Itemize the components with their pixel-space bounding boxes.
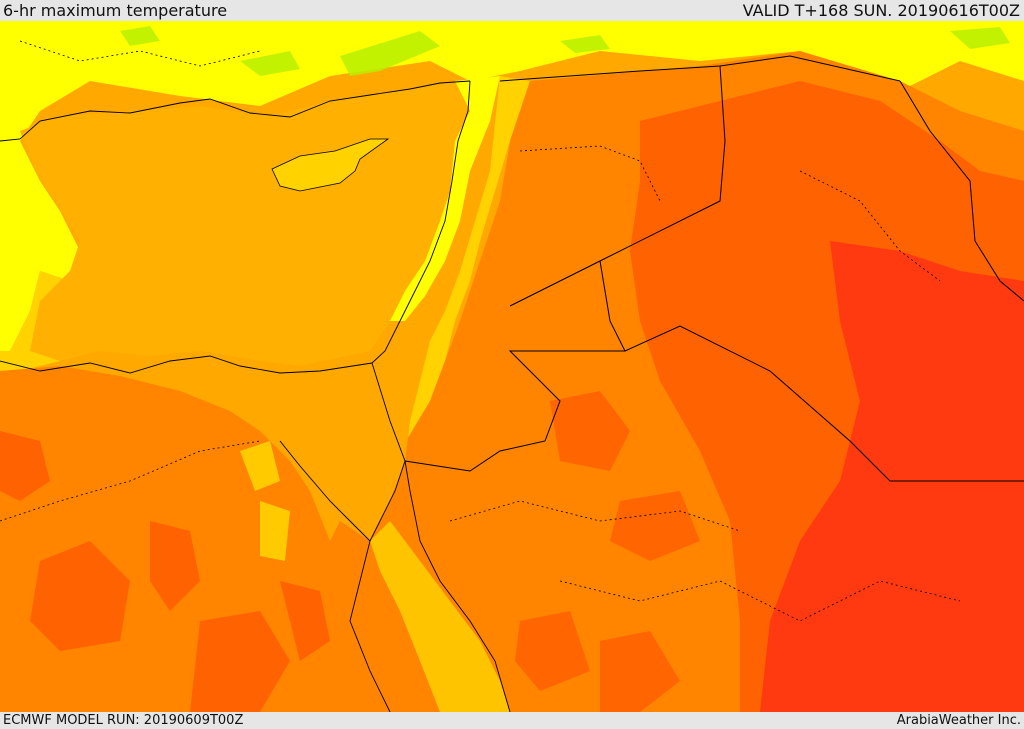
gulf-red-region <box>760 241 1024 712</box>
egypt-yellow-patches <box>240 441 290 561</box>
map-canvas <box>0 21 1024 712</box>
sinai-region <box>290 361 410 541</box>
west-yellow-region <box>0 141 80 351</box>
credit-label: ArabiaWeather Inc. <box>896 713 1021 728</box>
political-borders <box>404 55 1024 482</box>
red-sea <box>370 521 510 712</box>
egypt-dark-patches <box>0 431 330 712</box>
model-run-label: ECMWF MODEL RUN: 20190609T00Z <box>3 713 244 728</box>
valid-time-label: VALID T+168 SUN. 20190616T00Z <box>742 1 1020 20</box>
cyprus-island <box>271 138 390 192</box>
levant-gold-strip <box>405 76 530 461</box>
coastlines <box>0 80 511 712</box>
arabia-red-blobs <box>515 391 700 712</box>
footer-bar: ECMWF MODEL RUN: 20190609T00Z ArabiaWeat… <box>0 712 1024 729</box>
header-bar: 6-hr maximum temperature VALID T+168 SUN… <box>0 0 1024 21</box>
map-title: 6-hr maximum temperature <box>3 1 228 20</box>
temperature-map[interactable] <box>0 21 1024 712</box>
levant-yellow-strip <box>390 76 500 321</box>
sub-borders <box>0 40 961 622</box>
north-yellow-band <box>0 21 1024 141</box>
